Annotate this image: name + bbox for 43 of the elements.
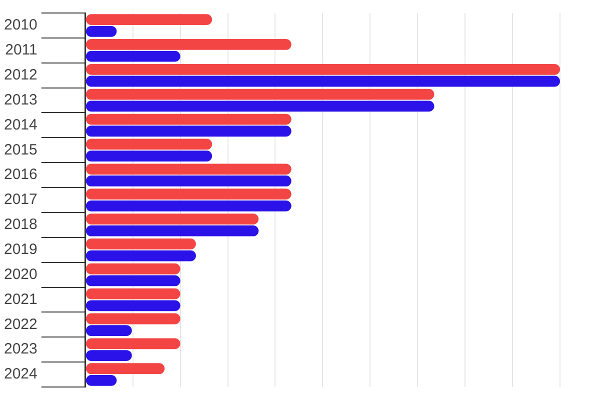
bar (86, 300, 180, 312)
y-tick-label: 2024 (4, 366, 38, 383)
bar (86, 64, 560, 75)
y-tick-label: 2023 (4, 340, 38, 358)
bar (86, 238, 196, 250)
y-tick-label: 2012 (4, 66, 38, 84)
bar (86, 313, 180, 324)
y-tick-label: 2019 (4, 241, 38, 258)
y-tick-label: 2022 (4, 316, 38, 333)
bar (86, 214, 259, 224)
bar (86, 250, 196, 262)
bar (86, 39, 292, 50)
y-tick-label: 2021 (4, 290, 38, 308)
bar (86, 114, 292, 125)
bar (86, 126, 292, 137)
bar (86, 200, 292, 212)
bar (86, 88, 434, 100)
bar (86, 288, 180, 300)
y-tick-label: 2013 (4, 91, 38, 108)
bar (86, 138, 212, 150)
y-tick-label: 2011 (5, 42, 38, 59)
y-tick-label: 2014 (4, 116, 38, 134)
y-tick-label: 2015 (4, 141, 38, 158)
bar (86, 150, 212, 162)
bar (86, 188, 292, 200)
bar (86, 164, 292, 175)
y-tick-label: 2010 (4, 16, 38, 34)
bar (86, 338, 180, 350)
bar (86, 100, 434, 112)
y-tick-label: 2016 (4, 166, 38, 184)
bar (86, 325, 132, 336)
y-tick-label: 2020 (4, 266, 38, 283)
y-tick-label: 2017 (4, 191, 38, 208)
bar (86, 50, 180, 62)
bar (86, 350, 132, 361)
bar (86, 263, 180, 274)
bar (86, 225, 259, 236)
bar (86, 363, 165, 374)
y-tick-label: 2018 (4, 216, 38, 234)
bar (86, 76, 560, 87)
bar (86, 14, 212, 25)
bar (86, 176, 292, 186)
bar (86, 275, 180, 286)
